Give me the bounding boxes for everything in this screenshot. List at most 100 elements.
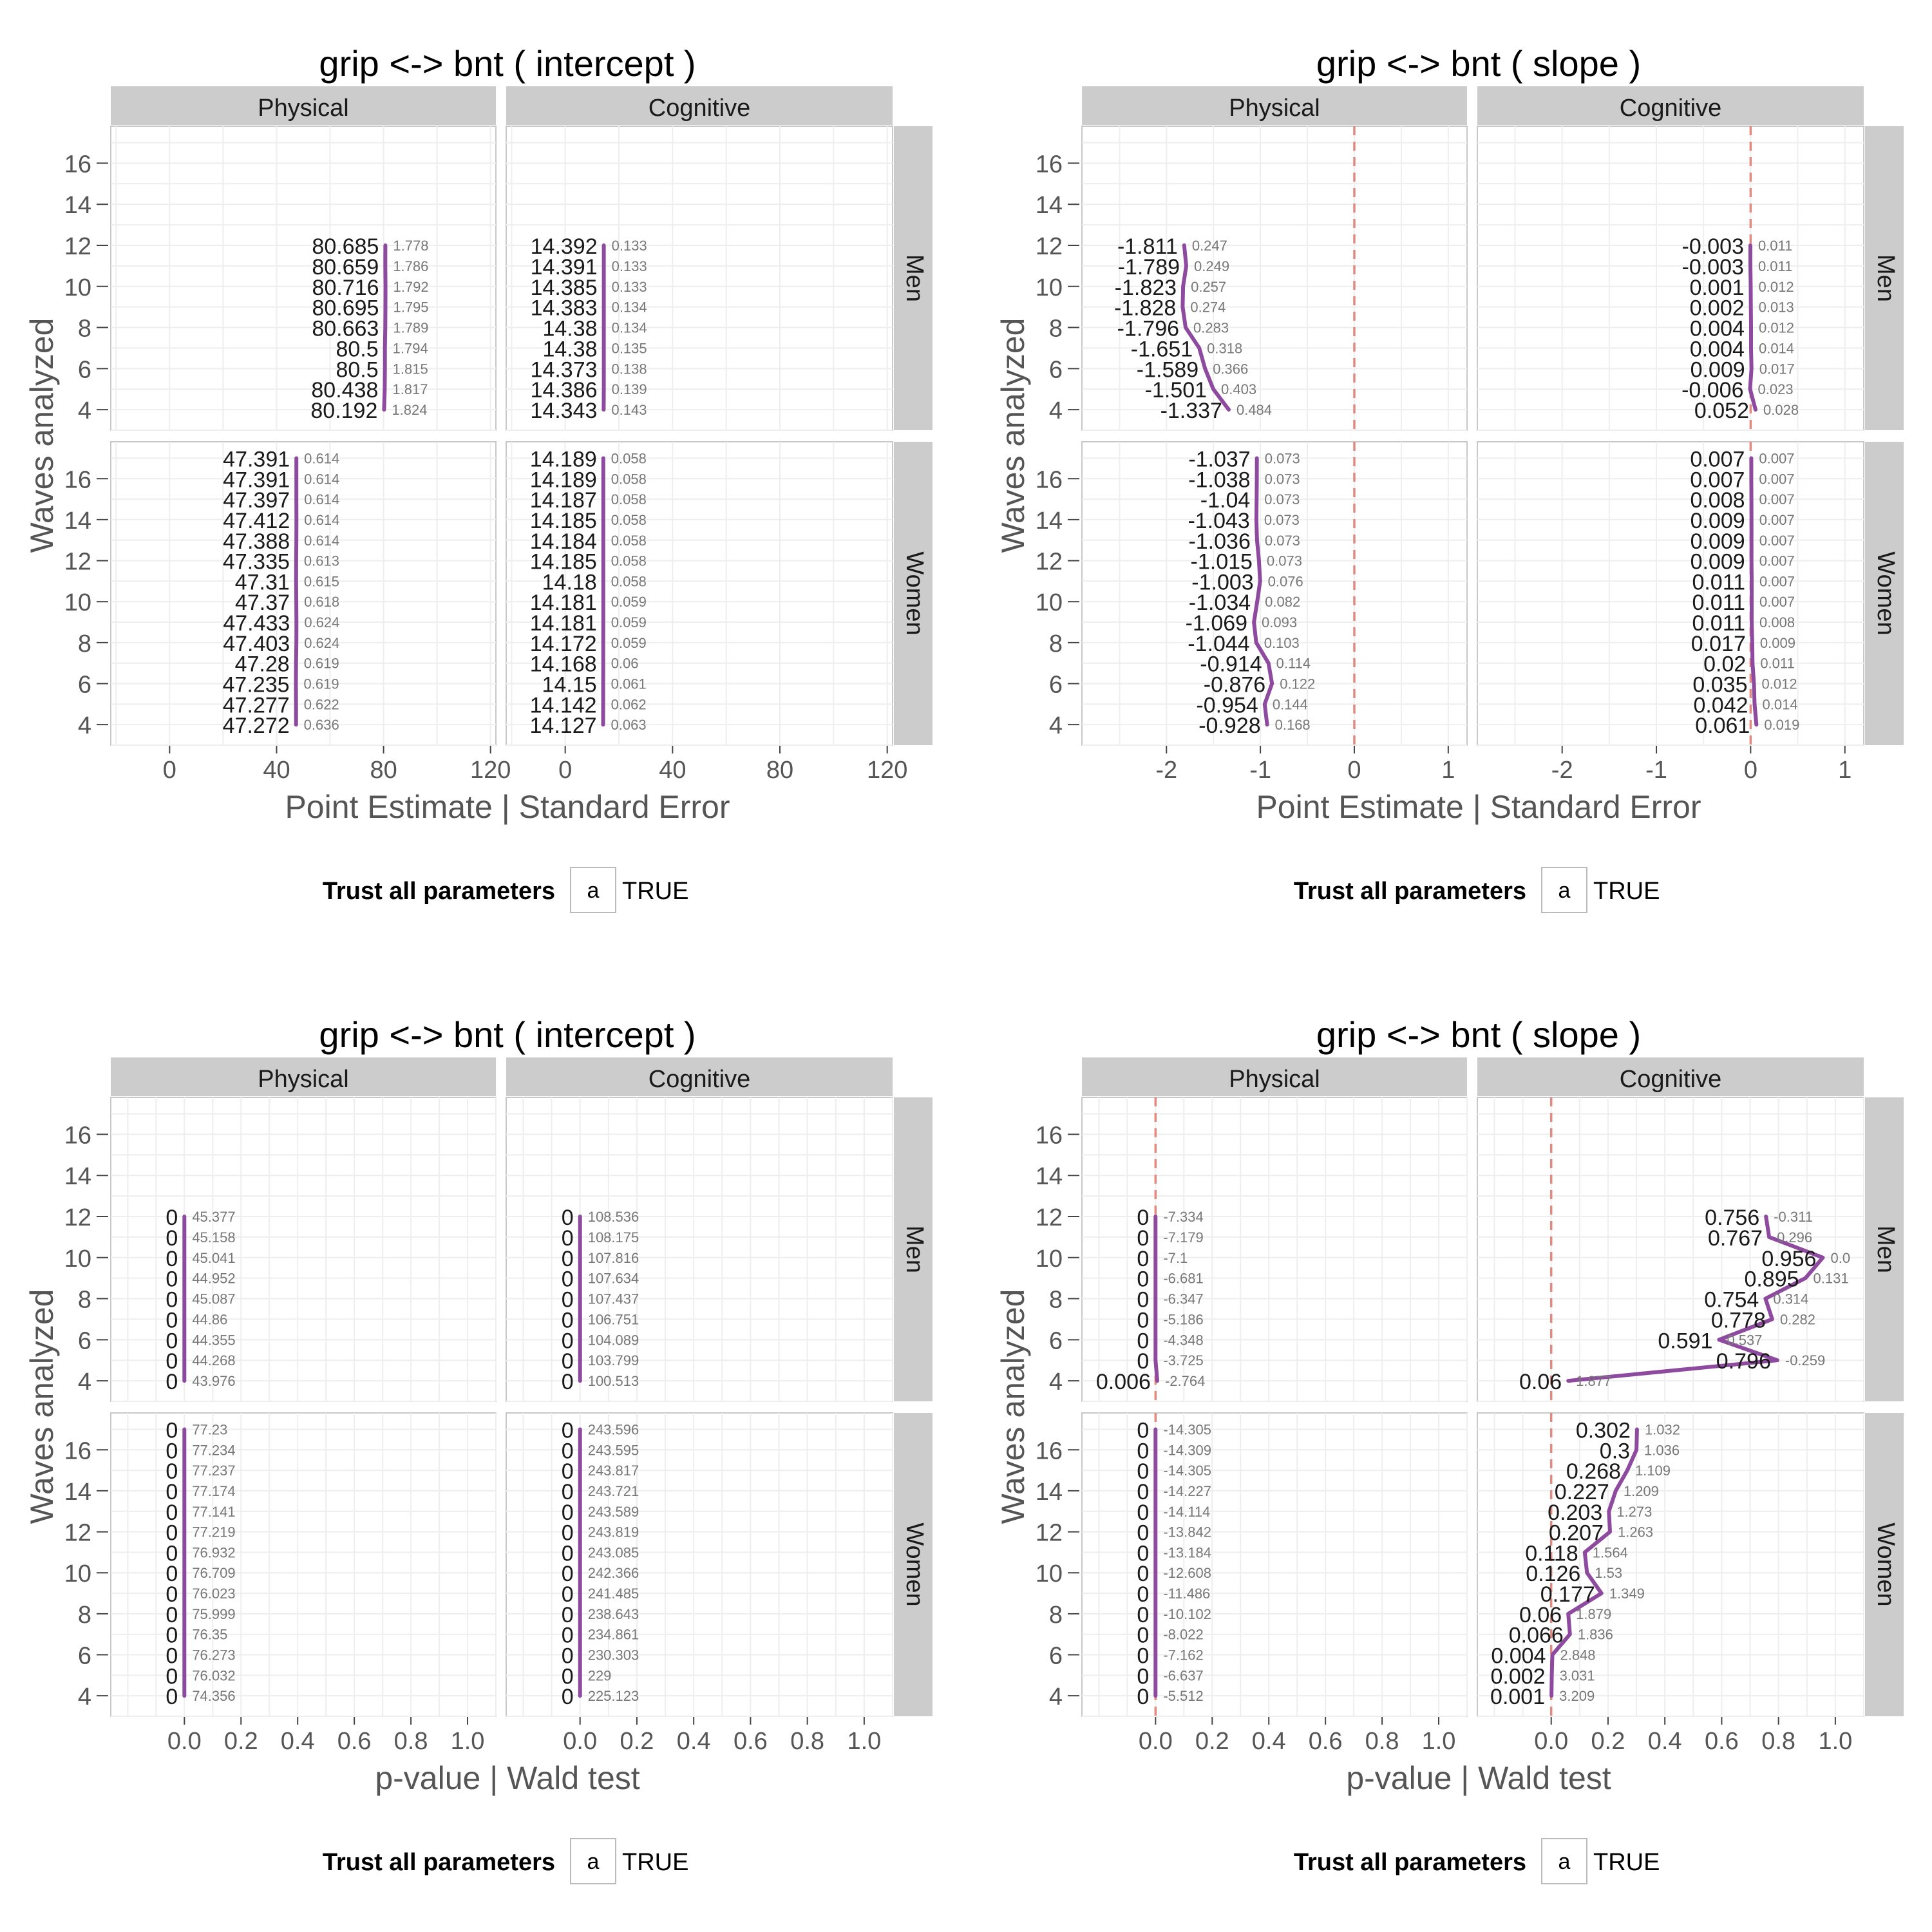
y-tick-label: 6 <box>1049 1327 1063 1354</box>
value-label: 0 <box>1137 1226 1149 1251</box>
value-label: 0 <box>1137 1624 1149 1648</box>
secondary-label: 0.131 <box>1814 1271 1849 1287</box>
secondary-label: 0.007 <box>1759 512 1795 528</box>
value-label: 0 <box>562 1664 574 1689</box>
y-tick-label: 12 <box>64 233 91 260</box>
secondary-label: 0.283 <box>1193 320 1229 336</box>
column-strip-label: Physical <box>258 95 349 122</box>
value-label: 0.035 <box>1692 673 1747 697</box>
y-tick-label: 10 <box>64 1245 91 1273</box>
secondary-label: -5.512 <box>1163 1688 1203 1704</box>
y-tick-label: 10 <box>64 274 91 301</box>
value-label: 0.956 <box>1761 1247 1816 1271</box>
secondary-label: 0.093 <box>1262 614 1297 630</box>
secondary-label: 0.058 <box>611 450 647 466</box>
series-line <box>382 243 388 412</box>
panel-background <box>1081 441 1468 746</box>
value-label: 14.386 <box>531 378 598 402</box>
x-tick-label: 0.2 <box>1195 1728 1229 1755</box>
value-label: 0 <box>562 1247 574 1271</box>
legend-title: Trust all parameters <box>1294 878 1526 905</box>
secondary-label: 229 <box>588 1667 612 1683</box>
row-strip-label: Women <box>1872 551 1899 635</box>
x-tick-label: -2 <box>1551 757 1573 784</box>
y-tick-label: 8 <box>78 1287 91 1314</box>
x-tick-label: 0 <box>1347 757 1361 784</box>
value-label: 0 <box>1137 1349 1149 1374</box>
y-axis-title: Waves analyzed <box>995 318 1031 553</box>
y-tick-label: 16 <box>64 466 91 493</box>
y-tick-label: 6 <box>78 1327 91 1354</box>
secondary-label: 1.877 <box>1576 1373 1611 1389</box>
secondary-label: 3.209 <box>1559 1688 1595 1704</box>
secondary-label: 77.237 <box>192 1463 235 1479</box>
value-label: 0 <box>1137 1329 1149 1353</box>
secondary-label: 243.595 <box>588 1442 639 1458</box>
value-label: 0 <box>166 1349 178 1374</box>
panel-men-cognitive: 0.756 -0.311 0.767 0.296 0.956 0.0 0.895 0.131 0… <box>1477 1097 1864 1402</box>
value-label: 0 <box>562 1349 574 1374</box>
value-label: 14.15 <box>542 673 597 697</box>
x-tick-label: 0.4 <box>1648 1728 1682 1755</box>
legend: Trust all parameters a TRUE <box>323 1838 688 1884</box>
y-tick-label: 8 <box>78 630 91 658</box>
secondary-label: 1.349 <box>1609 1586 1645 1602</box>
value-label: 0 <box>1137 1562 1149 1586</box>
value-label: 0.207 <box>1549 1521 1604 1546</box>
secondary-label: 0.061 <box>611 676 647 692</box>
x-tick-label: 0.0 <box>1534 1728 1568 1755</box>
y-axis-title: Waves analyzed <box>995 1289 1031 1524</box>
secondary-label: 0.403 <box>1221 381 1256 397</box>
secondary-label: -14.309 <box>1163 1442 1211 1458</box>
value-label: 0 <box>1137 1308 1149 1332</box>
secondary-label: 1.036 <box>1644 1442 1680 1458</box>
value-label: -1.038 <box>1188 468 1250 492</box>
legend-title: Trust all parameters <box>1294 1849 1526 1876</box>
value-label: 47.397 <box>223 488 290 513</box>
secondary-label: 0.274 <box>1190 299 1226 316</box>
secondary-label: 230.303 <box>588 1647 639 1663</box>
value-label: 0.3 <box>1600 1439 1630 1463</box>
secondary-label: 0.028 <box>1763 402 1799 418</box>
secondary-label: -14.305 <box>1163 1421 1211 1437</box>
y-tick-label: 4 <box>1049 1368 1063 1396</box>
row-strip-label: Men <box>901 1226 928 1273</box>
value-label: 80.438 <box>311 378 378 402</box>
panel-men-physical: -1.811 0.247 -1.789 0.249 -1.823 0.257 -1.828 0… <box>1081 126 1468 431</box>
y-tick-label: 10 <box>1036 589 1063 616</box>
value-label: 14.392 <box>531 234 598 259</box>
secondary-label: 0.017 <box>1759 361 1795 377</box>
secondary-label: 0.613 <box>304 553 339 569</box>
value-label: 47.31 <box>235 570 290 594</box>
value-label: 0 <box>562 1418 574 1443</box>
secondary-label: 0.058 <box>611 512 647 528</box>
panel-background <box>1477 126 1864 431</box>
value-label: -1.037 <box>1188 447 1250 471</box>
value-label: -0.928 <box>1198 714 1260 738</box>
column-strip <box>506 1057 893 1096</box>
value-label: 0.008 <box>1690 488 1745 513</box>
panel-background <box>110 441 497 746</box>
value-label: 14.38 <box>542 317 597 341</box>
secondary-label: 1.564 <box>1593 1544 1628 1560</box>
secondary-label: 107.634 <box>588 1271 639 1287</box>
secondary-label: -7.162 <box>1163 1647 1203 1663</box>
panel-women-cognitive: 14.189 0.058 14.189 0.058 14.187 0.058 14.185 0… <box>506 441 893 746</box>
value-label: 14.385 <box>531 276 598 300</box>
value-label: 14.391 <box>531 255 598 279</box>
value-label: 47.277 <box>223 693 290 717</box>
secondary-label: 0.023 <box>1758 381 1794 397</box>
secondary-label: 234.861 <box>588 1627 639 1643</box>
y-tick-label: 6 <box>78 672 91 699</box>
y-tick-label: 8 <box>78 316 91 343</box>
secondary-label: 0.614 <box>304 491 339 507</box>
value-label: -1.044 <box>1188 632 1249 656</box>
value-label: 0.009 <box>1690 529 1745 554</box>
row-strip-label: Women <box>901 1522 928 1606</box>
secondary-label: 76.273 <box>192 1647 235 1663</box>
value-label: -1.069 <box>1186 611 1247 636</box>
value-label: 0.756 <box>1705 1206 1759 1230</box>
secondary-label: 1.109 <box>1635 1463 1671 1479</box>
secondary-label: 0.614 <box>304 512 339 528</box>
